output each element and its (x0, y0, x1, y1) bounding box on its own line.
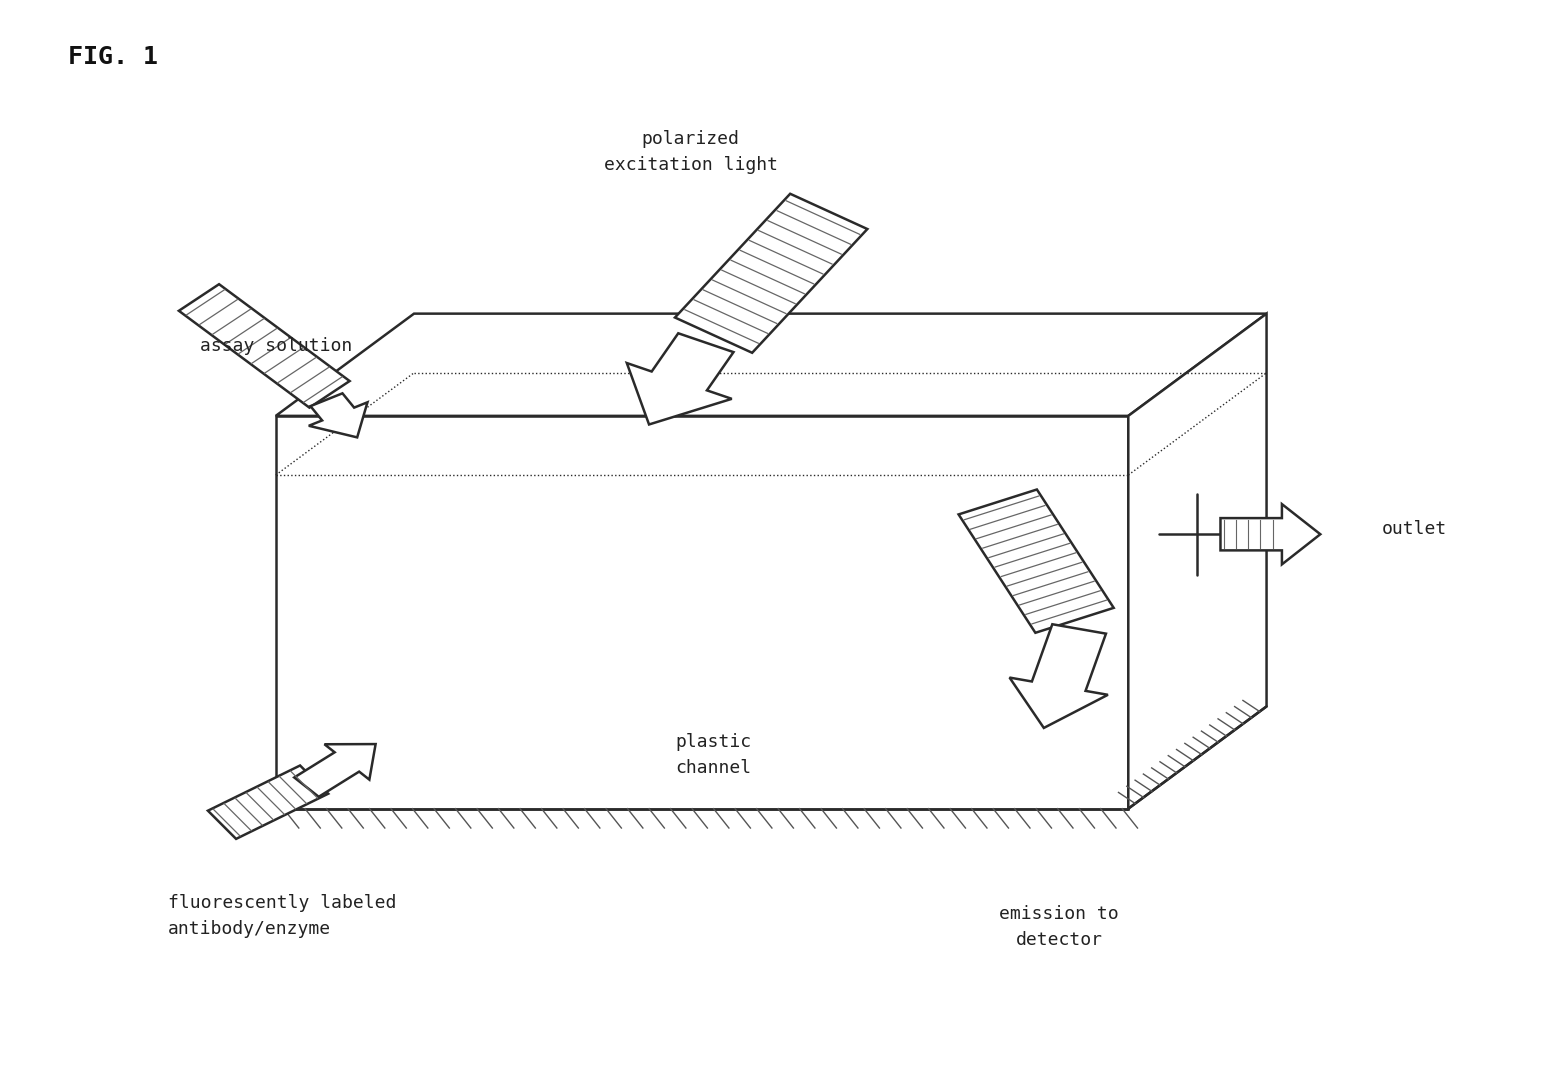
Polygon shape (1009, 625, 1108, 728)
Polygon shape (276, 416, 1128, 809)
Text: emission to
detector: emission to detector (1000, 905, 1119, 949)
Polygon shape (178, 284, 350, 408)
Polygon shape (208, 765, 329, 839)
Polygon shape (958, 489, 1114, 633)
Polygon shape (276, 314, 1266, 416)
Text: fluorescently labeled
antibody/enzyme: fluorescently labeled antibody/enzyme (169, 894, 397, 938)
Text: plastic
channel: plastic channel (676, 732, 752, 777)
Polygon shape (626, 334, 733, 424)
Text: assay solution: assay solution (200, 337, 352, 355)
Text: outlet: outlet (1381, 520, 1448, 537)
Polygon shape (1220, 504, 1321, 565)
Text: FIG. 1: FIG. 1 (68, 45, 158, 69)
Polygon shape (294, 744, 375, 797)
Text: polarized
excitation light: polarized excitation light (603, 130, 778, 174)
Polygon shape (674, 194, 868, 353)
Polygon shape (1128, 314, 1266, 809)
Polygon shape (308, 393, 367, 437)
